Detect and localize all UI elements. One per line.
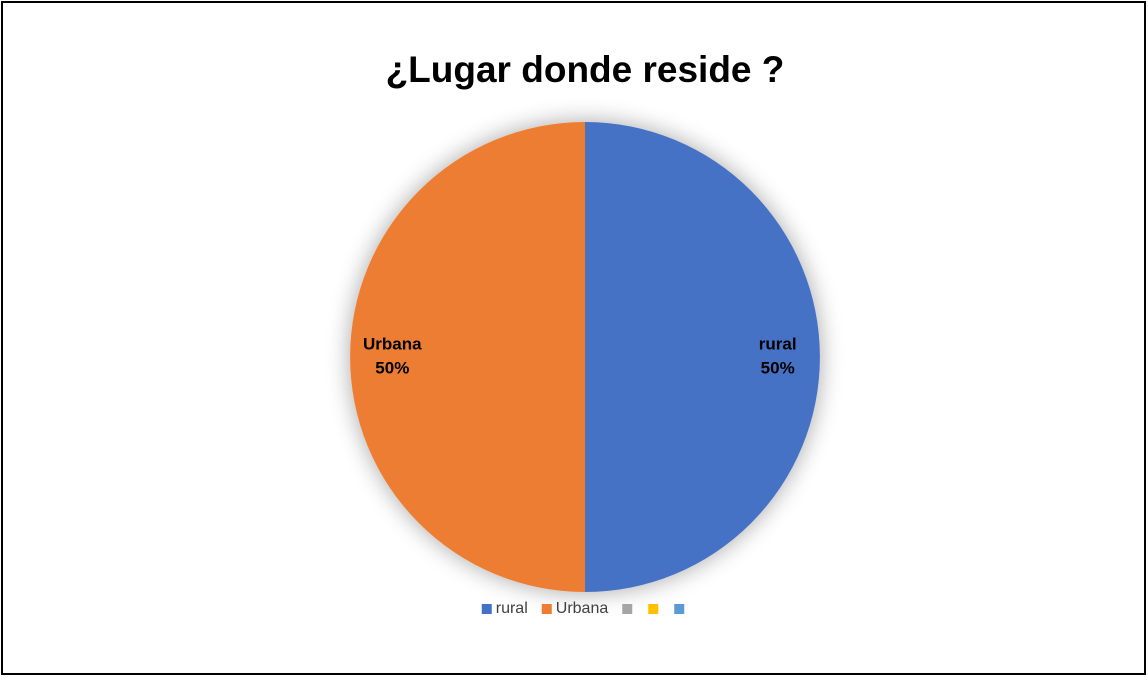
pie-slice [350,122,585,592]
legend-swatch [481,604,492,614]
slice-label-value: 50% [761,358,795,377]
slice-label-name: Urbana [363,334,422,353]
legend-swatch [674,604,685,614]
legend-swatch [648,604,659,614]
pie-slice [585,122,820,592]
legend-swatch [541,604,552,614]
slice-label-name: rural [759,334,797,353]
pie [350,122,820,592]
legend: rural Urbana [481,600,685,617]
legend-swatch [622,604,633,614]
slice-label-value: 50% [375,358,409,377]
legend-label: rural [496,600,528,617]
chart-title: ¿Lugar donde reside ? [386,49,785,90]
legend-label: Urbana [556,600,609,617]
